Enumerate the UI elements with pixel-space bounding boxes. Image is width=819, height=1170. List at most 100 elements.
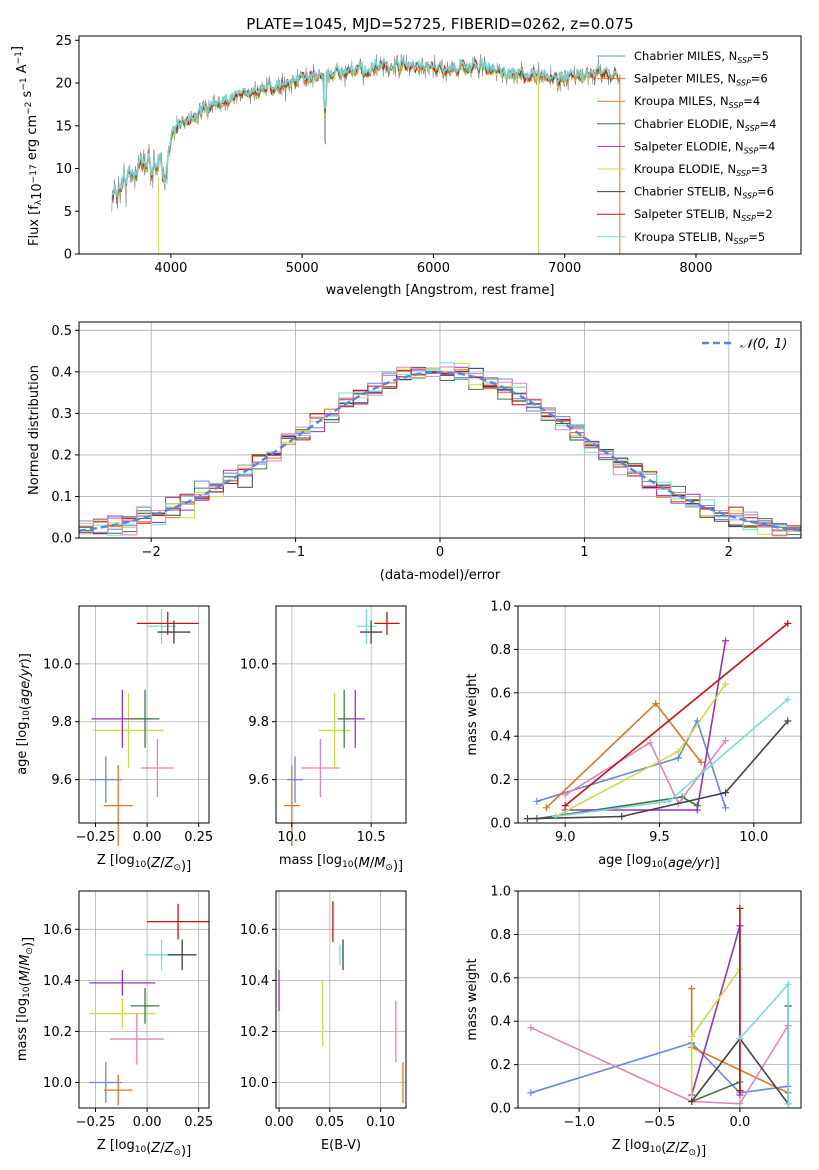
x-tick-label: 2 (725, 545, 733, 560)
y-tick-label: 10 (55, 162, 72, 177)
weight-marker (736, 1035, 744, 1043)
axis-label: age [log10(age/yr)] (598, 853, 720, 871)
plot-area-weight-vs-Z (527, 904, 792, 1108)
legend-label: Chabrier MILES, NSSP=5 (634, 49, 769, 65)
y-tick-label: 0.0 (51, 532, 72, 547)
y-tick-label: 10.0 (43, 1076, 72, 1091)
y-tick-label: 0.2 (490, 773, 511, 788)
y-tick-label: 0.8 (490, 643, 511, 658)
weight-series (552, 680, 730, 820)
y-tick-label: 9.6 (248, 773, 269, 788)
y-tick-label: 10.4 (240, 974, 269, 989)
axis-label: age [log10(age/yr)] (15, 653, 33, 775)
legend-item: 𝒩(0, 1) (702, 337, 787, 352)
weight-marker (527, 1024, 535, 1032)
errorbar-point (89, 756, 123, 803)
axis-label: Z [log10(Z/Z⊙)] (97, 1138, 191, 1159)
x-tick-label: 10.5 (357, 830, 386, 845)
x-tick-label: 0.00 (265, 1115, 294, 1130)
y-tick-label: 0 (64, 248, 72, 263)
weight-marker (784, 695, 792, 703)
weight-line (530, 1041, 789, 1094)
weight-series (552, 695, 792, 820)
legend-item: Salpeter ELODIE, NSSP=4 (597, 139, 775, 155)
errorbar-point (109, 1013, 164, 1065)
x-tick-label: −0.25 (76, 1115, 116, 1130)
x-tick-label: 0.10 (366, 1115, 395, 1130)
errorbar-point (89, 970, 156, 996)
errorbar-point (89, 1062, 123, 1103)
legend-label: 𝒩(0, 1) (740, 337, 787, 352)
legend-label: Salpeter STELIB, NSSP=2 (634, 207, 773, 223)
legend-item: Chabrier MILES, NSSP=5 (597, 49, 769, 65)
normal-curve (78, 371, 802, 532)
weight-marker (722, 789, 730, 797)
weight-line (564, 622, 789, 807)
errorbar-point (93, 692, 164, 769)
weight-marker (688, 985, 696, 993)
weight-marker (618, 812, 626, 820)
plot-area-residuals (78, 362, 802, 537)
weight-line (690, 968, 741, 1102)
x-tick-label: 0.00 (133, 830, 162, 845)
y-tick-label: 10.0 (240, 657, 269, 672)
weight-line (739, 982, 789, 1104)
errorbar-point (374, 611, 400, 635)
errorbar-point (130, 988, 160, 1024)
y-tick-label: 0.2 (51, 448, 72, 463)
spectrum-model-line (112, 59, 619, 200)
axes-residuals: −2 −1 0 1 2 0.0 0.1 0.2 0.3 0.4 0.5 𝒩(0, 1) (data-mo… (27, 321, 802, 583)
y-tick-label: 10.6 (240, 923, 269, 938)
errorbar-point (337, 689, 351, 748)
legend-label: Kroupa MILES, NSSP=4 (634, 94, 760, 110)
weight-line (564, 740, 727, 806)
weight-marker (736, 1100, 744, 1108)
errorbar-point (130, 689, 160, 748)
plot-area-mass-vs-EBV (278, 901, 404, 1103)
y-tick-label: 1.0 (490, 885, 511, 900)
weight-marker (527, 1089, 535, 1097)
x-tick-label: −0.25 (76, 830, 116, 845)
spectrum-model-line (112, 54, 619, 199)
y-tick-label: 0.6 (490, 971, 511, 986)
y-tick-label: 0.8 (490, 928, 511, 943)
plot-area-weight-vs-age (523, 619, 792, 823)
errorbar-point (147, 903, 209, 940)
y-axis-label: mass weight (465, 673, 480, 755)
weight-marker (542, 804, 550, 812)
spectrum-model-line (112, 59, 619, 201)
legend-item: Salpeter STELIB, NSSP=2 (597, 207, 773, 223)
weight-marker (674, 747, 682, 755)
x-axis-label: E(B-V) (321, 1138, 361, 1153)
weight-marker (784, 717, 792, 725)
weight-series (542, 700, 705, 812)
x-tick-label: 6000 (417, 261, 450, 276)
y-tick-label: 5 (64, 205, 72, 220)
x-tick-label: −0.5 (644, 1115, 676, 1130)
x-tick-label: 0.25 (184, 830, 213, 845)
legend-label: Chabrier ELODIE, NSSP=4 (634, 117, 776, 133)
legend-item: Kroupa MILES, NSSP=4 (597, 94, 760, 110)
axes-spectrum: 4000 5000 6000 7000 8000 0 5 10 15 20 25 Chabrier M… (10, 34, 802, 298)
y-tick-label: 10.2 (240, 1025, 269, 1040)
weight-series (523, 717, 792, 823)
weight-series (561, 619, 792, 810)
y-tick-label: 10.6 (43, 923, 72, 938)
weight-marker (697, 758, 705, 766)
y-tick-label: 10.0 (43, 657, 72, 672)
x-tick-label: 10.0 (739, 830, 768, 845)
weight-line (527, 720, 789, 820)
errorbar-point (167, 939, 197, 971)
weight-marker (533, 797, 541, 805)
weight-line (530, 1025, 789, 1105)
weight-marker (688, 1032, 696, 1040)
axes-frame (78, 605, 210, 824)
y-tick-label: 10.2 (43, 1025, 72, 1040)
axis-label: Flux [fλ10−17 erg cm−2 s−1 A−1] (10, 46, 45, 246)
x-tick-label: −1.0 (563, 1115, 595, 1130)
weight-marker (736, 1087, 744, 1095)
y-tick-label: 0.3 (51, 407, 72, 422)
y-tick-label: 9.8 (248, 715, 269, 730)
weight-marker (561, 791, 569, 799)
x-tick-label: 4000 (154, 261, 187, 276)
